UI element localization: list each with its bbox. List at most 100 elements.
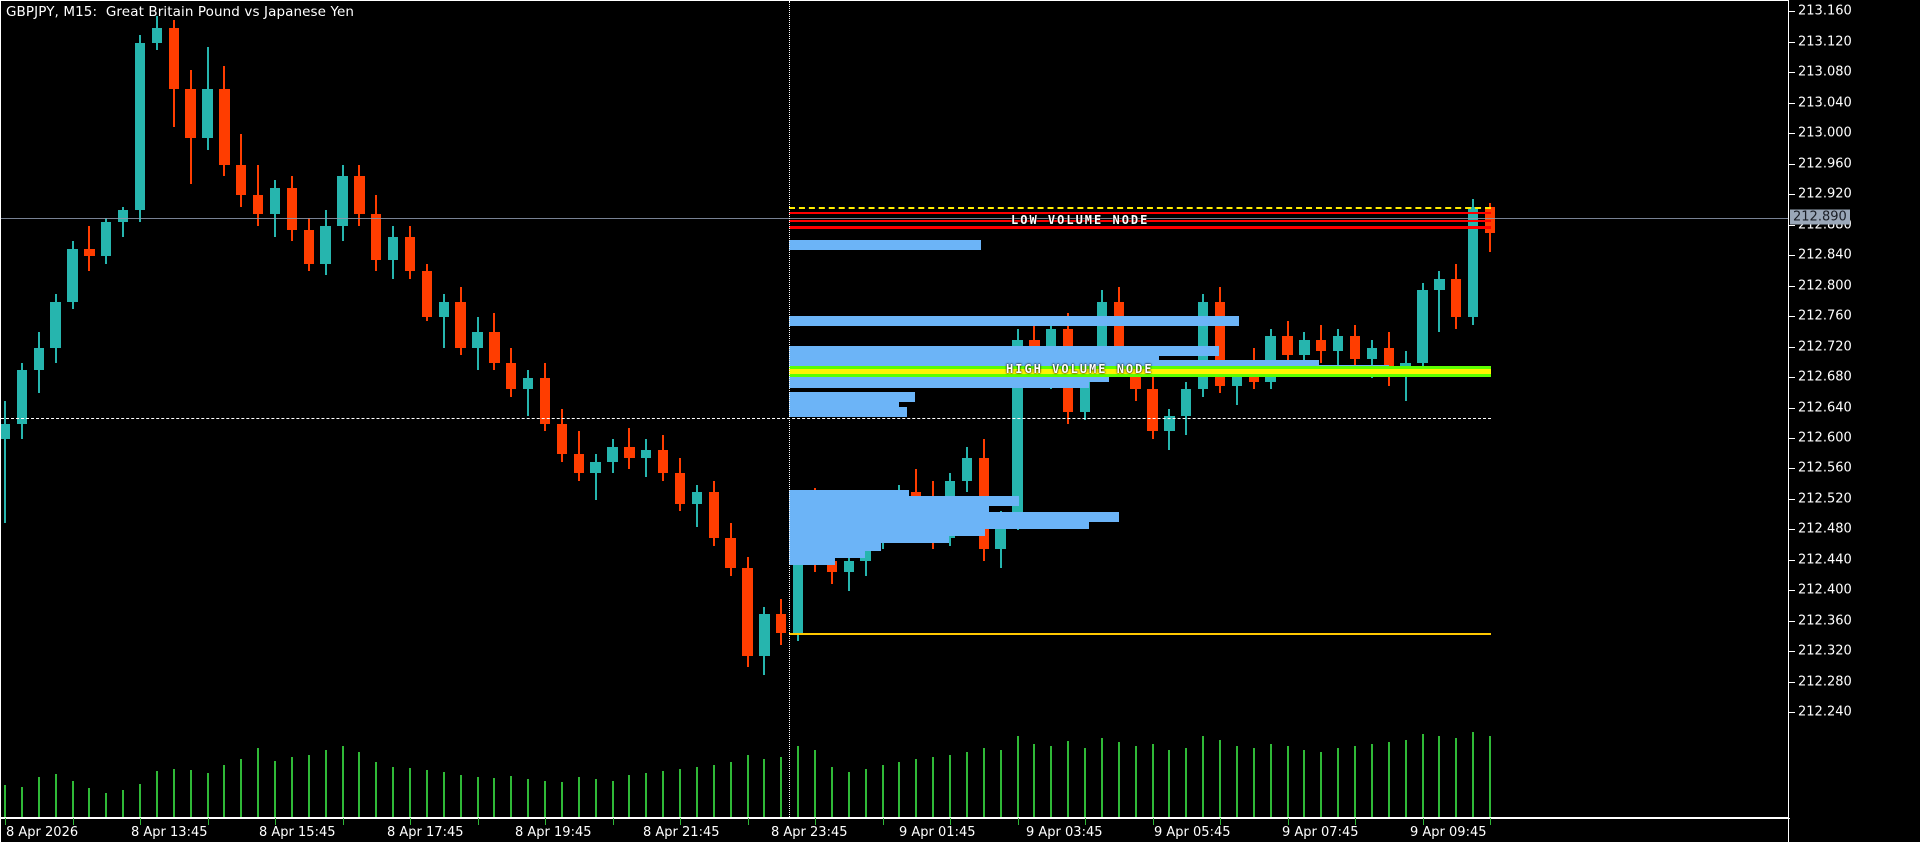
candle-body[interactable] — [1113, 301, 1124, 363]
candle-body[interactable] — [1349, 336, 1361, 359]
candle-body[interactable] — [1197, 301, 1209, 390]
volume-bar — [1050, 746, 1053, 817]
candle-body[interactable] — [185, 88, 196, 139]
time-scale[interactable]: 8 Apr 2026 8 Apr 13:45 8 Apr 15:45 8 Apr 17… — [0, 818, 1790, 842]
candle-body[interactable] — [1400, 362, 1411, 375]
candle-body[interactable] — [1096, 301, 1108, 371]
candle-body[interactable] — [303, 229, 314, 264]
level-line-low-volume-node-bottom — [789, 225, 1491, 228]
candle-body[interactable] — [691, 492, 703, 504]
volume-profile-bar — [789, 354, 1159, 364]
candle-body[interactable] — [708, 492, 719, 538]
candle-body[interactable] — [472, 332, 483, 348]
candle-body[interactable] — [1012, 339, 1023, 519]
candle-body[interactable] — [1316, 339, 1327, 352]
candle-body[interactable] — [657, 450, 669, 474]
candle-body[interactable] — [1046, 328, 1057, 363]
candle-body[interactable] — [455, 301, 466, 348]
candle-body[interactable] — [556, 423, 568, 455]
candle-body[interactable] — [1147, 389, 1158, 432]
volume-bar — [1354, 746, 1356, 817]
candle-body[interactable] — [269, 187, 281, 215]
candle-body[interactable] — [573, 454, 584, 474]
candle-body[interactable] — [792, 503, 804, 634]
candle-body[interactable] — [134, 42, 146, 211]
candle-body[interactable] — [168, 27, 179, 89]
volume-bar — [1117, 742, 1120, 817]
candle-body[interactable] — [252, 195, 264, 215]
candle-body[interactable] — [16, 370, 28, 424]
candle-body[interactable] — [1248, 370, 1259, 382]
candle-body[interactable] — [506, 362, 517, 390]
candle-body[interactable] — [33, 347, 44, 371]
candle-body[interactable] — [354, 176, 365, 215]
candle-body[interactable] — [1079, 370, 1091, 413]
volume-profile-bar — [789, 392, 915, 403]
price-label: 212.360 — [1798, 613, 1852, 629]
candle-body[interactable] — [1214, 301, 1226, 386]
candle-body[interactable] — [843, 560, 854, 573]
candle-body[interactable] — [404, 237, 416, 272]
candle-body[interactable] — [84, 248, 95, 257]
candle-body[interactable] — [1181, 389, 1192, 417]
volume-bar — [1472, 732, 1475, 817]
candle-body[interactable] — [337, 176, 348, 226]
candle-body[interactable] — [1231, 370, 1243, 386]
candle-body[interactable] — [725, 538, 736, 569]
candle-body[interactable] — [1, 423, 11, 439]
candle-body[interactable] — [522, 378, 534, 390]
candle-body[interactable] — [1383, 347, 1394, 375]
candle-body[interactable] — [826, 560, 838, 573]
chart-frame[interactable]: GBPJPY, M15: Great Britain Pound vs Japa… — [0, 0, 1789, 818]
candle-body[interactable] — [320, 225, 331, 264]
price-scale[interactable]: 213.160 213.120 213.080 213.040 213.000 212.9… — [1789, 0, 1920, 842]
candle-body[interactable] — [1282, 336, 1293, 356]
candle-body[interactable] — [1299, 339, 1310, 356]
candle-body[interactable] — [674, 473, 686, 504]
candle-body[interactable] — [219, 88, 230, 165]
candle-body[interactable] — [236, 164, 247, 196]
candle-body[interactable] — [1451, 279, 1462, 318]
candle-body[interactable] — [421, 271, 433, 318]
price-label: 212.720 — [1798, 339, 1852, 355]
volume-bar — [1370, 744, 1373, 817]
candle-body[interactable] — [438, 301, 449, 318]
candle-body[interactable] — [1332, 336, 1344, 352]
candle-body[interactable] — [202, 88, 213, 139]
candle-body[interactable] — [995, 518, 1006, 550]
candle-body[interactable] — [961, 458, 973, 481]
candle-body[interactable] — [742, 568, 753, 657]
candle-body[interactable] — [101, 221, 112, 257]
candle-body[interactable] — [590, 461, 601, 474]
candle-body[interactable] — [641, 450, 652, 458]
candle-body[interactable] — [371, 214, 382, 260]
volume-bar — [1286, 746, 1289, 817]
candle-wick — [442, 294, 445, 348]
candle-body[interactable] — [759, 614, 770, 657]
candle-body[interactable] — [1417, 290, 1428, 363]
candle-body[interactable] — [1434, 279, 1445, 291]
candle-body[interactable] — [1130, 362, 1141, 390]
candle-body[interactable] — [1164, 416, 1175, 432]
candle-body[interactable] — [50, 301, 61, 348]
candle-body[interactable] — [489, 332, 500, 363]
candle-body[interactable] — [387, 237, 399, 260]
candle-body[interactable] — [539, 378, 551, 424]
price-tick — [1789, 377, 1795, 379]
candle-body[interactable] — [1265, 336, 1276, 382]
candle-body[interactable] — [776, 614, 787, 634]
current-price-badge[interactable]: 212.890 — [1790, 209, 1850, 225]
price-pane[interactable] — [1, 1, 1788, 717]
candle-body[interactable] — [151, 27, 163, 43]
candle-body[interactable] — [624, 446, 635, 459]
candle-body[interactable] — [1467, 206, 1479, 318]
candle-body[interactable] — [286, 187, 298, 230]
candle-body[interactable] — [1366, 347, 1378, 359]
candle-body[interactable] — [607, 446, 618, 462]
candle-wick — [1370, 339, 1373, 379]
volume-bar — [189, 769, 192, 817]
price-tick — [1789, 102, 1795, 104]
candle-body[interactable] — [117, 210, 129, 222]
volume-pane[interactable] — [1, 718, 1788, 817]
candle-body[interactable] — [67, 248, 78, 302]
